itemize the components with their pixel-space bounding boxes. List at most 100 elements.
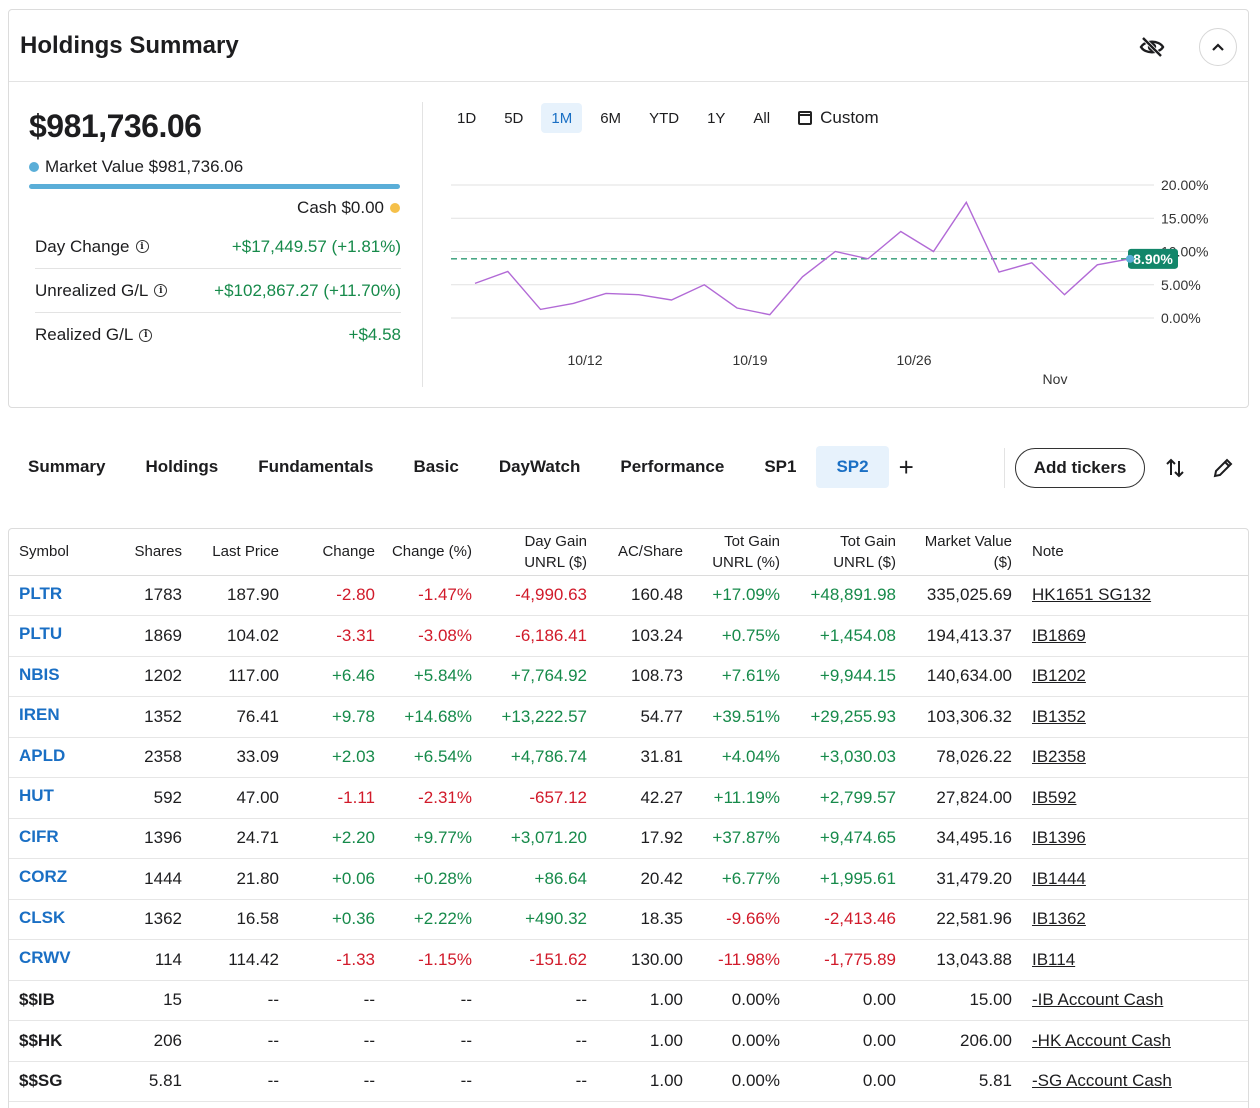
symbol-link[interactable]: CLSK [9, 899, 104, 940]
unrealized-gl-row: Unrealized G/L i +$102,867.27 (+11.70%) [35, 269, 401, 313]
col-tot-gain-pct[interactable]: Tot Gain UNRL (%) [683, 529, 780, 576]
table-row[interactable]: CORZ 1444 21.80 +0.06 +0.28% +86.64 20.42 +6.77… [9, 858, 1248, 900]
note-cell[interactable]: IB1396 [1012, 818, 1248, 859]
table-row[interactable]: CRWV 114 114.42 -1.33 -1.15% -151.62 130.00 -11… [9, 939, 1248, 981]
table-row[interactable]: $$IB 15 -- -- -- -- 1.00 0.00% 0.00 15.00 -IB Acco… [9, 980, 1248, 1021]
range-all-button[interactable]: All [753, 109, 771, 127]
info-icon[interactable]: i [154, 284, 168, 297]
note-cell[interactable]: IB114 [1012, 939, 1248, 981]
col-shares[interactable]: Shares [104, 529, 182, 576]
range-6m-button[interactable]: 6M [600, 109, 622, 127]
col-day-gain[interactable]: Day Gain UNRL ($) [472, 529, 587, 576]
eye-slash-icon[interactable] [1137, 32, 1167, 62]
tab-summary[interactable]: Summary [28, 457, 106, 476]
symbol-link[interactable]: PLTU [9, 615, 104, 657]
market-value-bar [29, 184, 400, 189]
symbol-link[interactable]: $$IB [9, 980, 104, 1021]
table-cell: -- [279, 1020, 375, 1062]
symbol-link[interactable]: CORZ [9, 858, 104, 900]
symbol-link[interactable]: $$SG [9, 1061, 104, 1102]
col-ac-share[interactable]: AC/Share [587, 529, 683, 576]
table-cell: 16.58 [182, 899, 279, 940]
table-row[interactable]: CIFR 1396 24.71 +2.20 +9.77% +3,071.20 17.92 +3… [9, 818, 1248, 859]
note-cell[interactable]: IB1202 [1012, 656, 1248, 697]
table-cell: -- [182, 980, 279, 1021]
note-cell[interactable]: IB2358 [1012, 737, 1248, 778]
symbol-link[interactable]: PLTR [9, 575, 104, 616]
table-cell: -- [375, 1020, 472, 1062]
note-cell[interactable]: IB1362 [1012, 899, 1248, 940]
note-cell[interactable]: IB592 [1012, 777, 1248, 819]
table-cell: -2,413.46 [780, 899, 896, 940]
table-cell: -1.11 [279, 777, 375, 819]
symbol-link[interactable]: CIFR [9, 818, 104, 859]
table-cell: -6,186.41 [472, 615, 587, 657]
symbol-link[interactable]: $$HK [9, 1020, 104, 1062]
table-row[interactable]: HUT 592 47.00 -1.11 -2.31% -657.12 42.27 +11.19… [9, 777, 1248, 819]
range-1m-button[interactable]: 1M [541, 103, 583, 133]
note-cell[interactable]: IB1352 [1012, 696, 1248, 738]
col-note[interactable]: Note [1012, 529, 1248, 576]
tab-sp2[interactable]: SP2 [816, 446, 889, 488]
symbol-link[interactable]: APLD [9, 737, 104, 778]
table-cell: 104.02 [182, 615, 279, 657]
table-row[interactable]: NBIS 1202 117.00 +6.46 +5.84% +7,764.92 108.73… [9, 656, 1248, 697]
table-row[interactable]: IREN 1352 76.41 +9.78 +14.68% +13,222.57 54.77… [9, 696, 1248, 738]
note-cell[interactable]: IB1869 [1012, 615, 1248, 657]
note-cell[interactable]: -HK Account Cash [1012, 1020, 1248, 1062]
symbol-link[interactable]: CRWV [9, 939, 104, 981]
table-cell: +9.78 [279, 696, 375, 738]
symbol-link[interactable]: IREN [9, 696, 104, 738]
y-tick-label: 15.00% [1161, 210, 1208, 226]
note-cell[interactable]: -IB Account Cash [1012, 980, 1248, 1021]
pencil-icon[interactable] [1210, 455, 1236, 481]
table-row[interactable]: CLSK 1362 16.58 +0.36 +2.22% +490.32 18.35 -9.6… [9, 899, 1248, 940]
table-row[interactable]: PLTR 1783 187.90 -2.80 -1.47% -4,990.63 160.48… [9, 575, 1248, 616]
col-symbol[interactable]: Symbol [9, 529, 104, 576]
note-cell[interactable]: -SG Account Cash [1012, 1061, 1248, 1102]
table-row[interactable]: PLTU 1869 104.02 -3.31 -3.08% -6,186.41 103.24… [9, 615, 1248, 657]
info-icon[interactable]: i [139, 328, 153, 342]
add-tab-icon[interactable]: + [898, 451, 914, 482]
note-cell[interactable]: HK1651 SG132 [1012, 575, 1248, 616]
table-cell: +9,944.15 [780, 656, 896, 697]
col-change[interactable]: Change [279, 529, 375, 576]
table-cell: 24.71 [182, 818, 279, 859]
col-last-price[interactable]: Last Price [182, 529, 279, 576]
table-cell: 76.41 [182, 696, 279, 738]
range-1d-button[interactable]: 1D [457, 109, 477, 127]
tab-sp1[interactable]: SP1 [764, 457, 797, 476]
sort-icon[interactable] [1162, 455, 1188, 481]
range-custom-button[interactable]: Custom [788, 103, 889, 133]
range-5d-button[interactable]: 5D [504, 109, 524, 127]
col-change-pct[interactable]: Change (%) [375, 529, 472, 576]
table-cell: 1352 [104, 696, 182, 738]
col-market-value[interactable]: Market Value ($) [896, 529, 1012, 576]
table-cell: -- [472, 980, 587, 1021]
col-tot-gain-usd[interactable]: Tot Gain UNRL ($) [780, 529, 896, 576]
market-value-label: Market Value $981,736.06 [45, 157, 244, 176]
realized-gl-value: +$4.58 [348, 325, 401, 344]
info-icon[interactable]: i [135, 240, 149, 253]
add-tickers-button[interactable]: Add tickers [1015, 448, 1145, 488]
table-row[interactable]: $$SG 5.81 -- -- -- -- 1.00 0.00% 0.00 5.81 -SG Acc… [9, 1061, 1248, 1102]
collapse-button[interactable] [1199, 28, 1237, 66]
table-cell: +7,764.92 [472, 656, 587, 697]
range-ytd-button[interactable]: YTD [649, 109, 680, 127]
range-1y-button[interactable]: 1Y [707, 109, 726, 127]
tab-basic[interactable]: Basic [413, 457, 459, 476]
tab-daywatch[interactable]: DayWatch [498, 457, 581, 476]
tab-holdings[interactable]: Holdings [145, 457, 219, 476]
table-cell: +29,255.93 [780, 696, 896, 738]
note-cell[interactable]: IB1444 [1012, 858, 1248, 900]
table-row[interactable]: $$HK 206 -- -- -- -- 1.00 0.00% 0.00 206.00 -HK Ac… [9, 1020, 1248, 1062]
symbol-link[interactable]: NBIS [9, 656, 104, 697]
tab-performance[interactable]: Performance [620, 457, 725, 476]
custom-label: Custom [820, 108, 879, 127]
symbol-link[interactable]: HUT [9, 777, 104, 819]
table-cell: 0.00 [780, 1020, 896, 1062]
table-cell: -- [279, 1061, 375, 1102]
tab-fundamentals[interactable]: Fundamentals [258, 457, 374, 476]
table-cell: +13,222.57 [472, 696, 587, 738]
table-row[interactable]: APLD 2358 33.09 +2.03 +6.54% +4,786.74 31.81 +4… [9, 737, 1248, 778]
